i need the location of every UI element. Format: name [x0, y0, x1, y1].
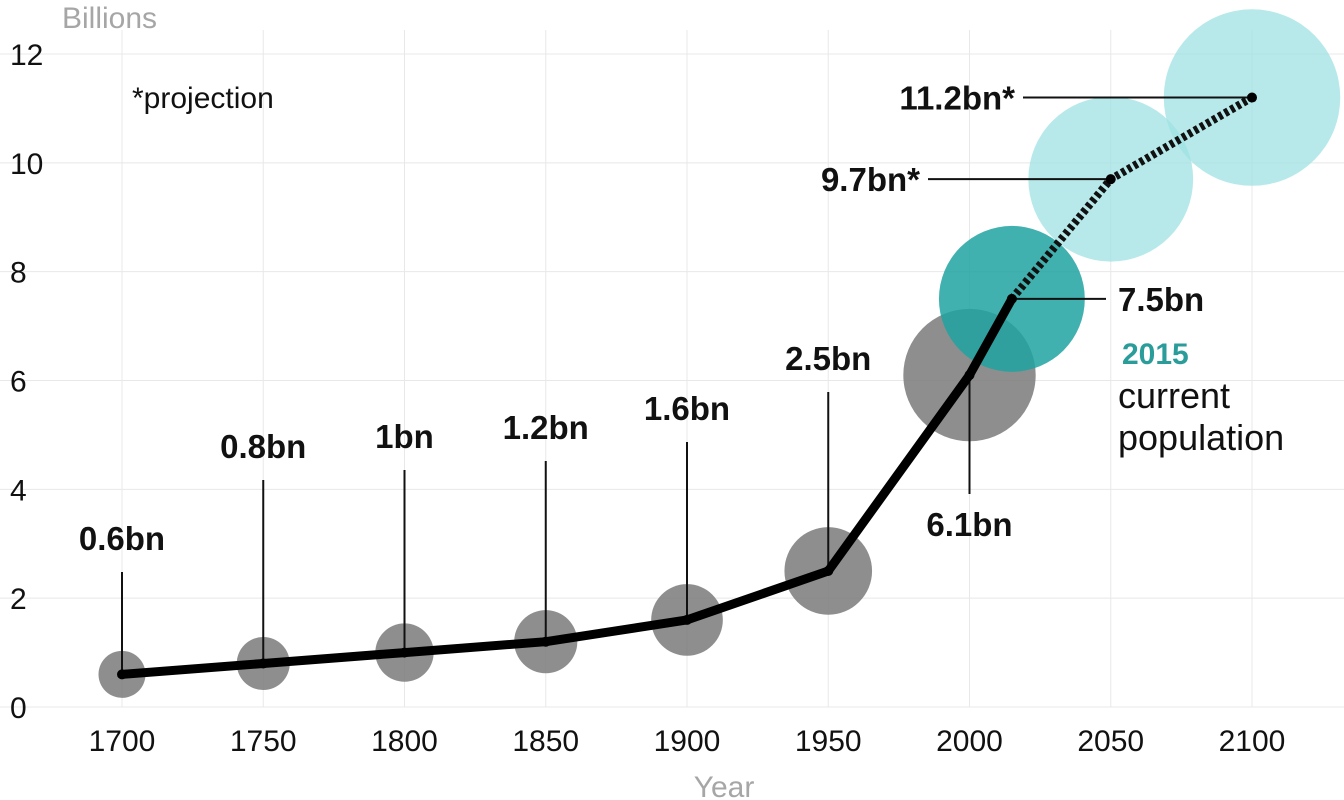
point-1750	[258, 658, 269, 669]
data-label-1700: 0.6bn	[79, 520, 165, 557]
point-1700	[117, 669, 127, 680]
point-2000	[964, 370, 975, 381]
current-year-label: 2015	[1122, 338, 1189, 371]
x-tick-label: 1700	[89, 725, 156, 758]
y-tick-label: 0	[10, 692, 27, 725]
current-population-line2: population	[1118, 417, 1284, 458]
data-label-1900: 1.6bn	[644, 390, 730, 427]
historical-line	[117, 294, 1017, 679]
point-2100	[1247, 92, 1257, 103]
x-tick-label: 2050	[1077, 725, 1144, 758]
x-tick-label: 2000	[936, 725, 1003, 758]
y-tick-label: 4	[10, 474, 27, 507]
point-1950	[823, 565, 834, 576]
point-2015	[1006, 293, 1017, 304]
point-1850	[540, 636, 551, 647]
data-label-2100: 11.2bn*	[899, 80, 1015, 117]
label-layer: 0.6bn 0.8bn 1bn 1.2bn 1.6bn 2.5bn 6.1bn 7.5bn 9.…	[79, 80, 1204, 557]
axis-layer: 0 2 4 6 8 10 12 1700 1750 1800 1850 1900 1950 2000 205…	[10, 39, 1285, 758]
projection-note: *projection	[132, 82, 274, 115]
x-tick-label: 2100	[1219, 725, 1286, 758]
point-1800	[399, 647, 410, 658]
y-tick-label: 6	[10, 366, 27, 399]
data-label-1800: 1bn	[375, 418, 434, 455]
data-label-1750: 0.8bn	[220, 428, 306, 465]
point-1900	[682, 614, 692, 625]
x-tick-label: 1850	[512, 725, 579, 758]
y-tick-label: 12	[10, 39, 43, 72]
current-population-line1: current	[1118, 375, 1230, 416]
x-tick-label: 1800	[371, 725, 438, 758]
x-axis-title: Year	[694, 771, 755, 800]
y-tick-label: 10	[10, 148, 43, 181]
x-tick-label: 1900	[654, 725, 721, 758]
y-tick-label: 8	[10, 257, 27, 290]
y-tick-label: 2	[10, 583, 27, 616]
y-axis-title: Billions	[62, 2, 157, 35]
data-label-2015: 7.5bn	[1118, 281, 1204, 318]
leader-layer	[121, 96, 1252, 675]
data-label-2000: 6.1bn	[926, 506, 1012, 543]
data-label-2050: 9.7bn*	[821, 161, 920, 198]
data-label-1850: 1.2bn	[503, 409, 589, 446]
data-label-1950: 2.5bn	[785, 340, 871, 377]
x-tick-label: 1750	[230, 725, 297, 758]
x-tick-label: 1950	[795, 725, 862, 758]
point-2050	[1105, 174, 1116, 185]
line-layer	[117, 92, 1257, 680]
